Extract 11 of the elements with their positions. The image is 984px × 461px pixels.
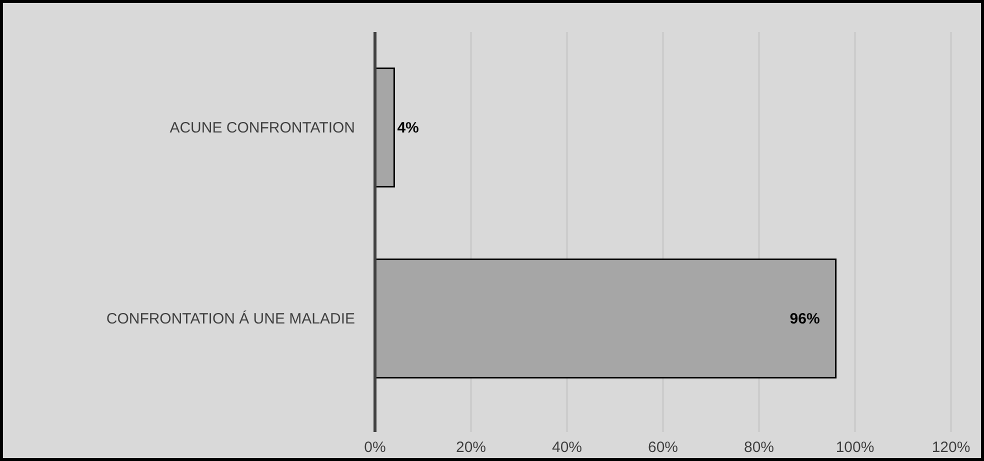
x-tick-label: 20%	[456, 439, 486, 456]
y-tick-label: ACUNE CONFRONTATION	[170, 120, 355, 136]
x-tick-label: 120%	[932, 439, 970, 456]
x-tick-label: 100%	[836, 439, 874, 456]
y-tick-label: CONFRONTATION Á UNE MALADIE	[106, 310, 355, 328]
data-label: 96%	[790, 310, 820, 328]
x-tick-label: 0%	[364, 439, 386, 456]
x-tick-label: 40%	[552, 439, 582, 456]
x-tick-label: 80%	[744, 439, 774, 456]
data-label: 4%	[397, 120, 419, 136]
x-tick-label: 60%	[648, 439, 678, 456]
